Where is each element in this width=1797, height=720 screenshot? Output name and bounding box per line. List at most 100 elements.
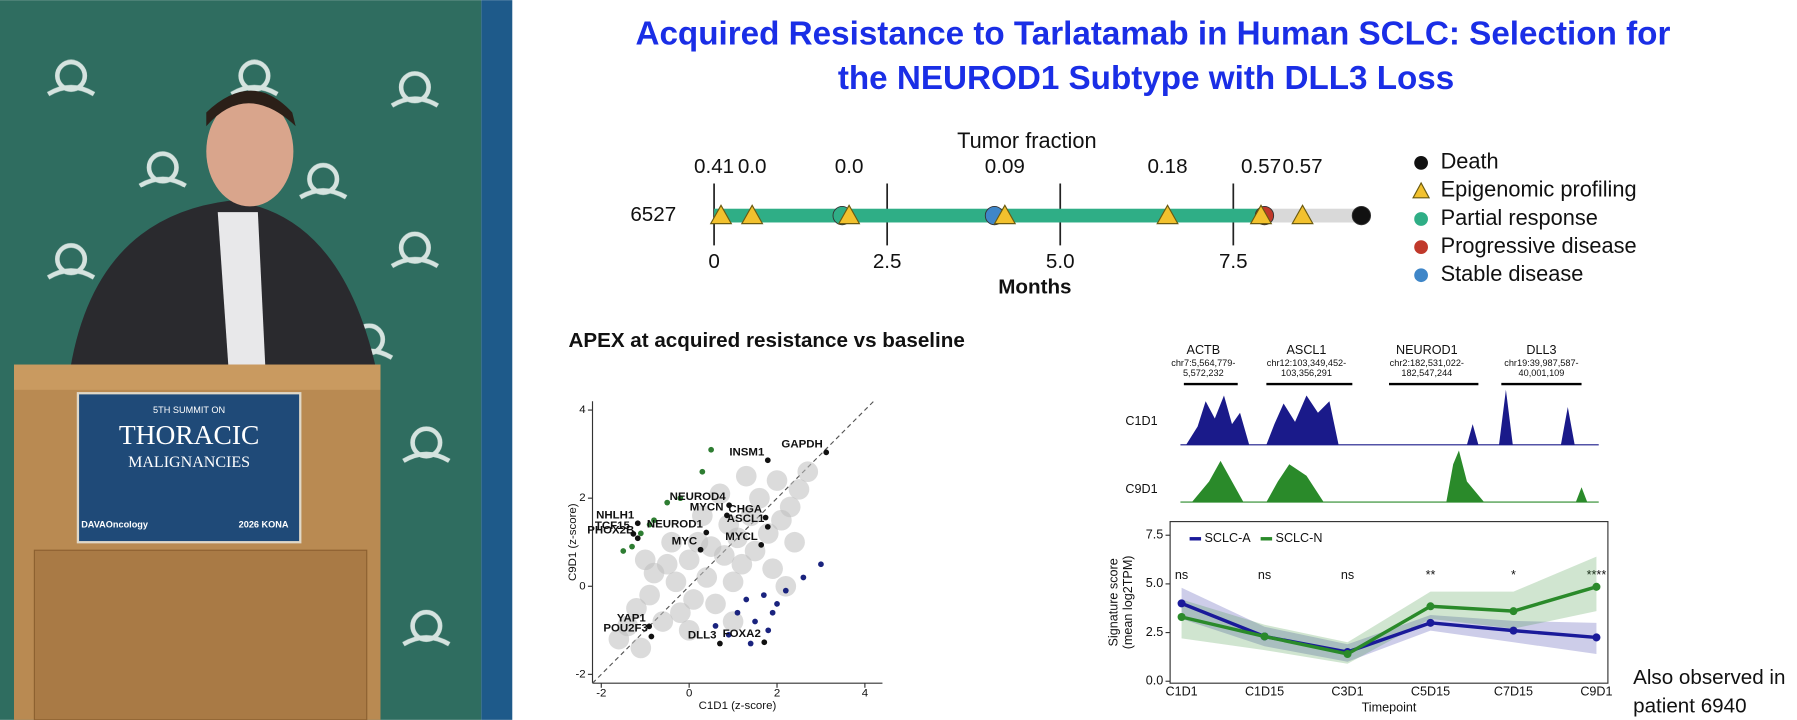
point xyxy=(651,517,657,524)
gene-name: DLL3 xyxy=(1526,343,1556,357)
point xyxy=(758,541,765,548)
point xyxy=(678,620,700,641)
legend-label: SCLC-N xyxy=(1276,531,1323,545)
point xyxy=(725,631,732,638)
event-marker xyxy=(1291,204,1314,225)
gene-label: ASCL1 xyxy=(727,513,765,525)
point xyxy=(774,601,780,607)
gene-label: DLL3 xyxy=(688,630,717,642)
point xyxy=(626,597,647,619)
point xyxy=(762,558,783,579)
point xyxy=(705,593,726,615)
gene-label: PHOX2B xyxy=(587,524,634,536)
point xyxy=(617,615,638,637)
point xyxy=(639,584,660,606)
point xyxy=(656,553,678,575)
point xyxy=(708,446,714,453)
point xyxy=(788,479,810,500)
gene-label: MYCN xyxy=(690,501,724,513)
event-marker xyxy=(993,204,1017,225)
x-tick-label: 2 xyxy=(774,688,780,700)
x-tick-label: 0 xyxy=(686,688,692,700)
point xyxy=(696,567,718,588)
gene-label: TCF15 xyxy=(595,520,631,532)
gene-name: NEUROD1 xyxy=(1396,343,1458,357)
tumor-fraction-label: 0.41 xyxy=(694,155,734,178)
point xyxy=(1509,607,1518,616)
point xyxy=(646,623,653,630)
period-bar xyxy=(1261,208,1362,223)
slide-title: Acquired Resistance to Tarlatamab in Hum… xyxy=(635,15,1670,52)
gene-label: NHLH1 xyxy=(596,509,635,521)
slide-note: patient 6940 xyxy=(1633,695,1746,718)
point xyxy=(1592,633,1601,642)
point xyxy=(740,505,761,527)
point xyxy=(670,602,691,624)
gene-locus: chr7:5,564,779- xyxy=(1171,358,1235,368)
point xyxy=(712,623,719,629)
chart-title: Tumor fraction xyxy=(957,128,1097,153)
legend-marker xyxy=(1412,181,1431,199)
point xyxy=(1426,618,1435,627)
point xyxy=(661,531,682,553)
gene-locus: chr2:182,531,022- xyxy=(1390,358,1464,368)
event-marker xyxy=(1351,205,1372,226)
point xyxy=(784,531,805,553)
coverage-tracks xyxy=(1180,382,1599,503)
tumor-fraction-label: 0.0 xyxy=(835,155,864,178)
gene-name: ASCL1 xyxy=(1287,343,1327,357)
point xyxy=(722,611,744,632)
point xyxy=(765,627,772,634)
point xyxy=(692,505,713,527)
legend-label: Partial response xyxy=(1441,205,1598,230)
point xyxy=(727,527,748,549)
y-axis-label: Signature score xyxy=(1106,558,1120,646)
x-axis-label: C1D1 (z-score) xyxy=(699,700,777,712)
point xyxy=(1592,582,1601,591)
podium-event: 2026 KONA xyxy=(239,519,289,529)
legend-label: Stable disease xyxy=(1441,261,1584,286)
legend-marker xyxy=(1414,156,1428,170)
x-tick-label: C3D1 xyxy=(1331,685,1363,699)
point xyxy=(634,535,641,542)
slide-note: Also observed in xyxy=(1633,666,1785,689)
point xyxy=(757,523,779,544)
point xyxy=(1260,632,1269,641)
legend-label: Death xyxy=(1441,149,1499,174)
legend-label: Epigenomic profiling xyxy=(1441,177,1637,202)
y-tick-label: 4 xyxy=(579,404,586,416)
confidence-band xyxy=(1181,556,1597,664)
point xyxy=(665,571,687,593)
y-tick-label: 0 xyxy=(579,580,585,592)
significance: ns xyxy=(1258,568,1271,582)
y-tick-label: 5.0 xyxy=(1146,576,1164,590)
gene-label: INSM1 xyxy=(729,446,765,458)
x-tick-label: 2.5 xyxy=(873,250,902,273)
x-tick-label: -2 xyxy=(596,688,606,700)
point xyxy=(764,523,771,530)
event-marker xyxy=(1249,204,1273,225)
point xyxy=(743,596,750,603)
gene-locus: 40,001,109 xyxy=(1519,368,1565,378)
point xyxy=(823,449,830,456)
y-tick-label: 7.5 xyxy=(1146,528,1164,542)
y-axis-label: C9D1 (z-score) xyxy=(567,503,579,581)
point xyxy=(779,496,801,518)
significance: ns xyxy=(1175,568,1188,582)
point xyxy=(761,639,768,646)
x-tick-label: C9D1 xyxy=(1580,685,1612,699)
x-tick-label: 7.5 xyxy=(1219,250,1248,273)
series-line xyxy=(1180,601,1597,654)
point xyxy=(797,461,819,483)
significance: ns xyxy=(1341,568,1354,582)
gene-label: POU2F3 xyxy=(603,622,648,634)
gene-locus: chr19:39,987,587- xyxy=(1504,358,1578,368)
sample-label: C1D1 xyxy=(1125,414,1157,428)
x-tick-label: 4 xyxy=(862,688,869,700)
point xyxy=(634,520,641,527)
tumor-fraction-label: 0.09 xyxy=(985,155,1025,178)
podium-text: THORACIC xyxy=(119,419,260,450)
podium-text: MALIGNANCIES xyxy=(128,454,250,471)
x-tick-label: C1D15 xyxy=(1245,685,1284,699)
